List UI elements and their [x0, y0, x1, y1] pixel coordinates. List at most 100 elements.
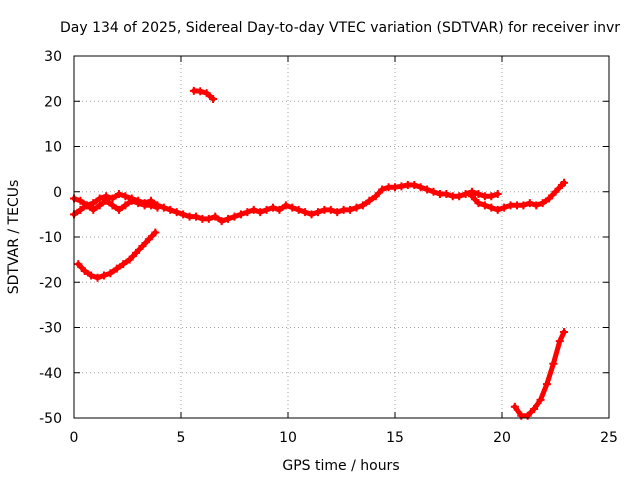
data-point [243, 208, 252, 217]
data-point [423, 185, 432, 194]
data-point [474, 199, 483, 208]
y-tick-label: -40 [39, 366, 62, 382]
data-point [95, 194, 104, 203]
data-point [269, 203, 278, 212]
y-tick-label: 30 [44, 49, 62, 65]
data-point [549, 359, 558, 368]
data-point [87, 271, 96, 280]
data-point [542, 380, 551, 389]
data-point [371, 192, 380, 201]
data-point [442, 190, 451, 199]
data-point [127, 196, 136, 205]
grid-layer [74, 56, 609, 418]
data-point [99, 271, 108, 280]
data-point [151, 228, 160, 237]
data-point [95, 201, 104, 210]
data-point [119, 260, 128, 269]
data-point [525, 199, 534, 208]
y-tick-label: 20 [44, 94, 62, 110]
data-point [346, 205, 355, 214]
data-point [138, 242, 147, 251]
data-point [551, 187, 560, 196]
data-point [519, 201, 528, 210]
data-point [249, 205, 258, 214]
data-point [474, 190, 483, 199]
data-point [281, 201, 290, 210]
data-point [144, 235, 153, 244]
data-point [352, 203, 361, 212]
data-point [108, 194, 117, 203]
data-point [125, 255, 134, 264]
data-point [333, 208, 342, 217]
y-tick-label: -50 [39, 411, 62, 427]
y-axis-label: SDTVAR / TECUs [6, 180, 22, 295]
data-point [480, 201, 489, 210]
y-tick-label: -10 [39, 230, 62, 246]
data-point [307, 210, 316, 219]
y-tick-label: -20 [39, 275, 62, 291]
data-point [493, 190, 502, 199]
data-point [545, 194, 554, 203]
data-point [530, 404, 539, 413]
data-point [102, 196, 111, 205]
data-point [468, 192, 477, 201]
data-point [147, 201, 156, 210]
y-tick-label: 0 [53, 185, 62, 201]
data-point [301, 208, 310, 217]
chart-title: Day 134 of 2025, Sidereal Day-to-day VTE… [60, 20, 620, 36]
data-point [358, 201, 367, 210]
data-point [262, 205, 271, 214]
data-point [230, 212, 239, 221]
x-tick-label: 0 [70, 430, 79, 446]
data-point [121, 192, 130, 201]
data-point [275, 205, 284, 214]
series-layer [70, 86, 569, 420]
data-point [397, 182, 406, 191]
x-tick-label: 20 [493, 430, 511, 446]
x-tick-label: 25 [600, 430, 618, 446]
data-point [500, 203, 509, 212]
data-point [80, 266, 89, 275]
data-point [288, 203, 297, 212]
data-point [532, 201, 541, 210]
data-point [410, 180, 419, 189]
tick-layer: 0 5 10 15 20 25 -50 -40 -30 -20 -10 0 10 20 30 [39, 49, 618, 446]
data-point [560, 178, 569, 187]
data-point [74, 260, 83, 269]
data-point [510, 402, 519, 411]
data-point [153, 203, 162, 212]
data-point [211, 212, 220, 221]
data-point [461, 190, 470, 199]
y-tick-label: -30 [39, 321, 62, 337]
data-point [487, 203, 496, 212]
data-point [114, 190, 123, 199]
data-point [106, 269, 115, 278]
data-point [256, 208, 265, 217]
data-point [108, 201, 117, 210]
data-point [326, 205, 335, 214]
data-point [166, 205, 175, 214]
data-point [487, 192, 496, 201]
data-point [429, 187, 438, 196]
x-tick-label: 5 [177, 430, 186, 446]
data-point [493, 205, 502, 214]
data-point [202, 89, 211, 98]
data-point [224, 214, 233, 223]
data-point [294, 205, 303, 214]
data-point [76, 196, 85, 205]
data-point [93, 273, 102, 282]
series-line-late-rise [512, 329, 567, 419]
data-point [179, 210, 188, 219]
data-point [191, 212, 200, 221]
data-point [112, 264, 121, 273]
data-point [209, 94, 218, 103]
data-point [536, 395, 545, 404]
data-point [378, 185, 387, 194]
data-point [82, 201, 91, 210]
x-tick-label: 15 [386, 430, 404, 446]
x-axis-label: GPS time / hours [282, 458, 399, 474]
data-point [76, 205, 85, 214]
data-point [236, 210, 245, 219]
data-point [89, 199, 98, 208]
